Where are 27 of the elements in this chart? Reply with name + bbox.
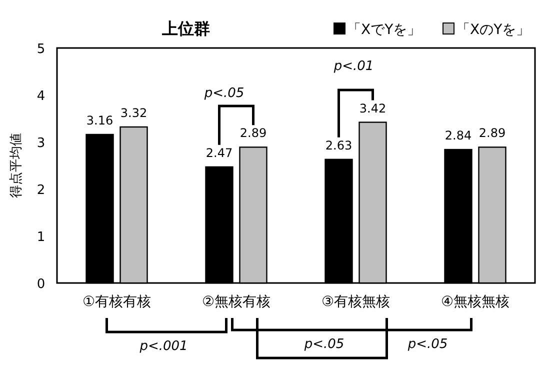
- data-label: 3.32: [120, 106, 148, 120]
- legend-label: 「XでYを」: [347, 22, 422, 38]
- data-label: 2.89: [478, 126, 506, 140]
- text: p<.001: [138, 339, 188, 354]
- data-label: 2.89: [240, 126, 267, 140]
- y-tick-label: 0: [36, 277, 46, 292]
- chart-title: 上位群: [161, 19, 210, 38]
- y-tick-label: 1: [36, 230, 46, 245]
- y-tick-label: 3: [36, 136, 46, 151]
- data-label: 2.47: [206, 146, 233, 160]
- data-label: 2.63: [325, 138, 352, 152]
- data-label: 3.16: [86, 113, 114, 128]
- data-label: 2.84: [444, 128, 472, 143]
- data-label: 3.42: [359, 101, 386, 116]
- text: p<.05: [303, 337, 344, 352]
- annotation: p<.01: [332, 59, 374, 74]
- x-tick-label: ③有核無核: [321, 294, 390, 310]
- y-axis-title: 得点平均値: [9, 133, 24, 198]
- x-tick-label: ②無核有核: [202, 294, 271, 310]
- x-tick-label: ④無核無核: [440, 294, 510, 310]
- y-tick-label: 4: [36, 89, 46, 104]
- text: p<.05: [406, 337, 448, 352]
- legend-label: 「XのYを」: [456, 22, 530, 38]
- x-tick-label: ①有核有核: [82, 294, 152, 310]
- annotation: p<.05: [203, 86, 244, 101]
- y-tick-label: 5: [36, 42, 46, 57]
- y-tick-label: 2: [36, 183, 46, 198]
